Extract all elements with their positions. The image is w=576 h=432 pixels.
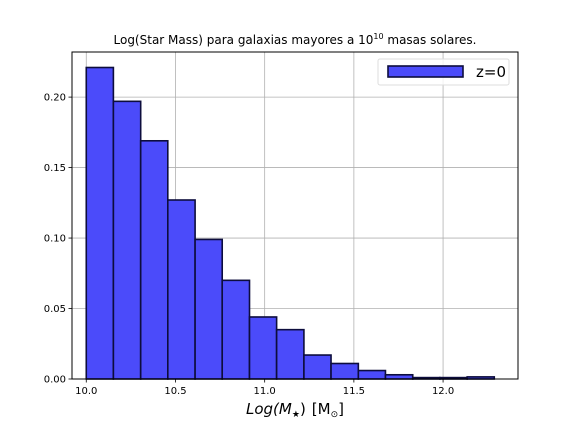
x-tick-label: 11.5 — [343, 386, 365, 397]
legend: z=0 — [377, 58, 510, 86]
histogram-bar — [167, 199, 196, 380]
x-ticks: 10.0 10.5 11.0 11.5 12.0 — [75, 379, 454, 397]
legend-label: z=0 — [476, 63, 506, 81]
histogram-bar — [330, 362, 360, 380]
chart-title: Log(Star Mass) para galaxias mayores a 1… — [114, 32, 477, 47]
sun-glyph: ⊙ — [331, 410, 339, 420]
histogram-bar — [357, 369, 387, 380]
histogram-bar — [248, 316, 278, 380]
y-tick-label: 0.10 — [44, 234, 66, 245]
x-tick-label: 11.0 — [254, 386, 276, 397]
legend-swatch — [387, 65, 464, 78]
histogram-bar — [384, 373, 414, 380]
star-glyph: ★ — [292, 410, 300, 420]
plot-frame — [71, 51, 519, 380]
histogram-bar — [85, 66, 115, 380]
histogram-bar — [303, 354, 332, 380]
histogram-bars — [85, 66, 496, 380]
histogram-bar — [221, 279, 251, 380]
x-tick-label: 12.0 — [432, 386, 454, 397]
histogram-bar — [112, 100, 142, 380]
y-tick-label: 0.05 — [44, 304, 66, 315]
x-tick-label: 10.5 — [164, 386, 186, 397]
title-exponent: 10 — [373, 32, 383, 41]
y-tick-label: 0.00 — [44, 375, 66, 386]
x-tick-label: 10.0 — [75, 386, 97, 397]
y-tick-label: 0.20 — [44, 93, 66, 104]
y-ticks: 0.00 0.05 0.10 0.15 0.20 — [44, 93, 72, 386]
y-tick-label: 0.15 — [44, 163, 66, 174]
histogram-bar — [275, 328, 305, 380]
histogram-bar — [194, 238, 224, 380]
histogram-bar — [139, 139, 169, 380]
x-axis-label: Log(M★) [M⊙] — [246, 400, 344, 420]
